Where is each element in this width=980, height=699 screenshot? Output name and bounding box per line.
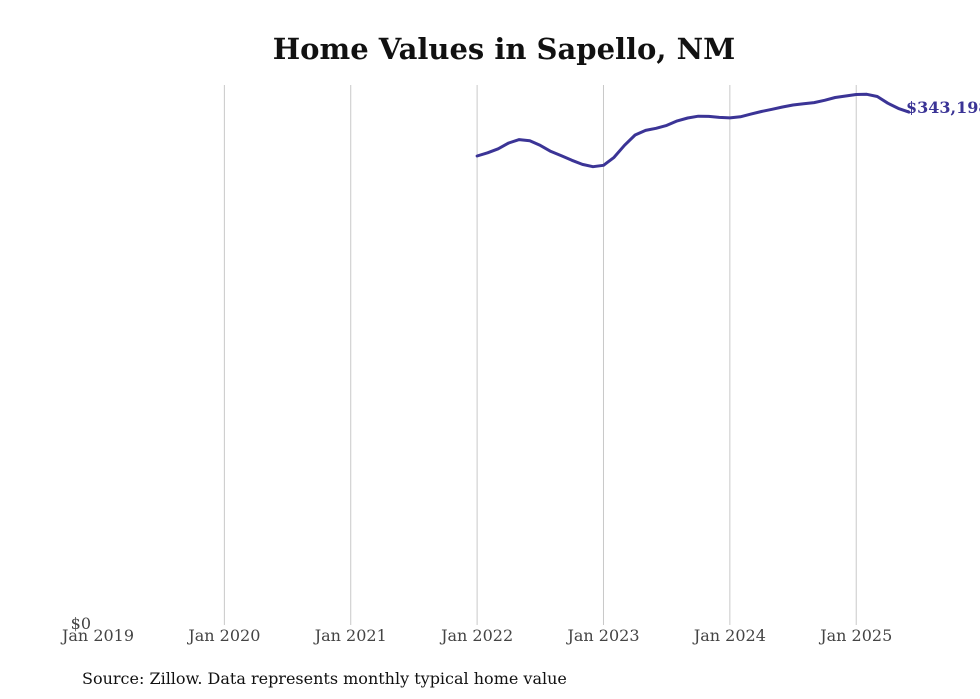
x-tick-label: Jan 2020 bbox=[186, 626, 260, 645]
end-value-label: $343,198 bbox=[906, 98, 980, 117]
x-axis-ticks: Jan 2019 Jan 2020 Jan 2021 Jan 2022 Jan 2023… bbox=[60, 626, 892, 645]
x-tick-label: Jan 2023 bbox=[565, 626, 639, 645]
series-line bbox=[475, 92, 911, 169]
chart-title: Home Values in Sapello, NM bbox=[273, 32, 735, 66]
y-tick-label: $0 bbox=[71, 614, 91, 633]
x-tick-label: Jan 2019 bbox=[60, 626, 134, 645]
x-tick-label: Jan 2021 bbox=[313, 626, 387, 645]
source-note: Source: Zillow. Data represents monthly … bbox=[82, 669, 567, 688]
x-tick-label: Jan 2022 bbox=[439, 626, 513, 645]
y-axis-ticks: $0 bbox=[71, 614, 91, 633]
grid-layer bbox=[223, 85, 857, 625]
x-tick-label: Jan 2025 bbox=[818, 626, 892, 645]
series-layer bbox=[475, 92, 911, 169]
x-tick-label: Jan 2024 bbox=[692, 626, 766, 645]
